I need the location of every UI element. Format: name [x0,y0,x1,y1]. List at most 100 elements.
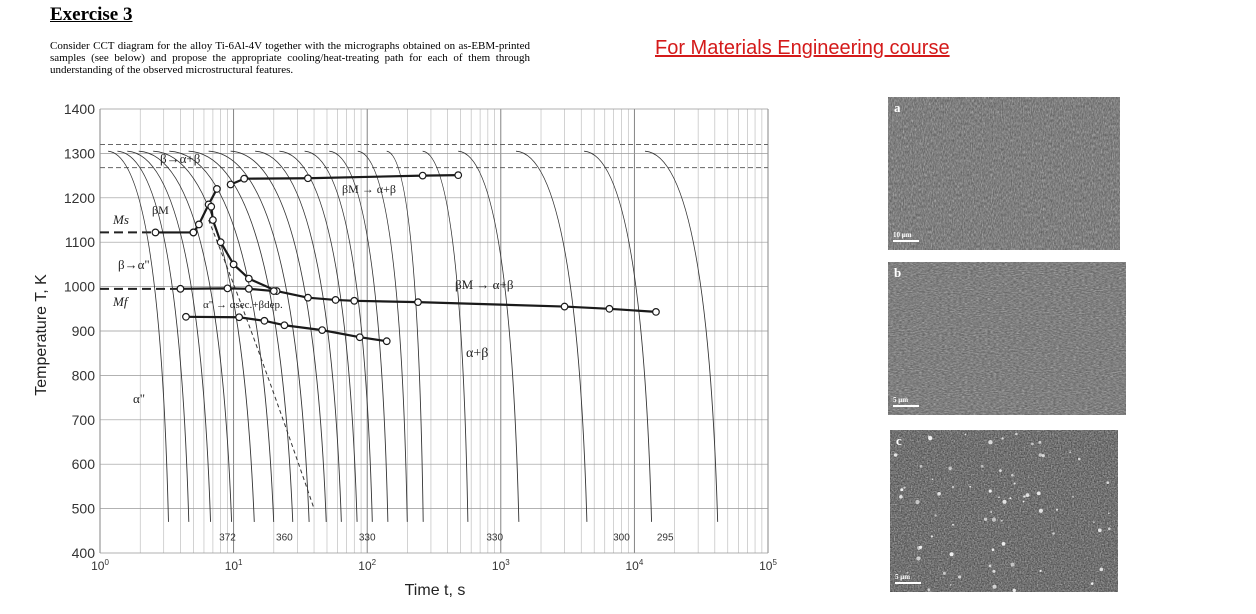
label-a2: α" [133,391,145,406]
x-tick-label: 100 [91,558,109,573]
data-point [304,174,312,183]
cooling-curve [329,150,389,522]
particle-speckle [1108,512,1110,515]
particle-speckle [928,436,933,441]
particle-speckle [1012,588,1016,592]
x-tick-label: 101 [225,558,243,573]
cooling-curve [127,150,211,522]
data-point [414,298,422,307]
cooling-curve [422,150,469,522]
micrograph-b-scale: 5 μm [893,396,919,407]
particle-speckle [1013,482,1016,485]
y-tick-label: 1000 [64,279,95,295]
data-points [151,171,660,346]
y-axis-label: Temperature T, K [33,274,50,396]
particle-speckle [1052,532,1055,535]
particle-speckle [1038,508,1043,513]
particle-speckle [1069,451,1072,454]
data-point [331,296,340,304]
label-bm: βM [152,203,169,217]
particle-speckle [893,453,898,457]
particle-speckle [990,511,992,513]
label-bm-f-to-ab: βM → α+β [455,277,514,292]
transformation-line [192,188,218,234]
micrograph-a: a 10 μm [888,97,1120,250]
particle-speckle [934,514,937,517]
particle-speckle [1023,495,1026,498]
data-point [652,308,660,316]
particle-speckle [988,440,993,445]
cooling-curve [117,150,190,522]
particle-speckle [991,517,997,522]
particle-speckle [992,569,996,573]
data-point [244,274,253,283]
particle-speckle [952,523,954,526]
particle-speckle [999,469,1002,472]
particle-speckle [1072,495,1074,498]
x-axis-label: Time t, s [405,582,466,599]
particle-speckle [983,517,988,521]
particle-speckle [988,564,992,568]
cooling-curve [208,150,310,522]
particle-speckle [951,485,955,489]
data-point [605,304,614,313]
cct-diagram: 1400 1300 1200 1100 1000 900 800 700 600 500 400 1… [33,101,777,599]
y-tick-label: 600 [72,456,96,472]
cooling-curve [304,150,373,522]
particle-speckle [950,584,952,586]
data-point [182,312,190,321]
micrograph-c-scale: 5 μm [895,573,921,584]
particle-speckle [1041,454,1045,458]
transformation-line [180,287,274,293]
particle-speckle [1078,457,1081,461]
micrograph-a-texture [888,97,1120,250]
particle-speckle [903,486,906,489]
cooling-curve [515,150,588,522]
x-tick-label: 103 [492,558,510,573]
cooling-rate-label: 372 [219,533,236,544]
cooling-curve [188,150,294,522]
cooling-curve [230,150,327,522]
particle-speckle [1108,527,1111,530]
particle-speckle [919,545,923,549]
particle-speckle [899,495,903,499]
data-point [280,321,289,330]
cooling-curve [108,150,169,522]
particle-speckle [919,464,923,468]
data-point [176,284,185,293]
particle-speckle [1010,562,1015,567]
data-point [260,316,269,325]
cooling-curve [169,150,275,522]
data-point [216,238,225,247]
exercise-title: Exercise 3 [50,4,133,25]
chart-grid [99,108,769,554]
particle-speckle [1030,442,1034,446]
exercise-intro: Consider CCT diagram for the alloy Ti-6A… [50,40,530,76]
particle-speckle [1022,500,1025,503]
micrograph-b: b 5 μm [888,262,1126,415]
y-tick-label: 700 [72,412,96,428]
particle-speckle [964,433,967,436]
cooling-rate-label: 330 [359,533,376,544]
particle-speckle [916,556,921,561]
label-mf: Mf [112,294,130,309]
particle-speckle [1038,453,1042,457]
data-point [269,287,278,295]
particle-speckle [1097,528,1102,533]
data-point [304,293,312,302]
cooling-curve [138,150,233,522]
label-ms: Ms [112,212,129,227]
particle-speckle [1015,432,1018,436]
data-point [226,180,235,189]
particle-speckle [1009,497,1012,500]
particle-speckle [1039,569,1042,572]
y-tick-label: 900 [72,323,96,339]
particle-speckle [900,488,904,492]
particle-speckle [992,584,997,589]
data-point [560,302,569,311]
micrograph-b-label: b [894,265,902,280]
data-point [189,228,198,237]
y-tick-label: 500 [72,501,96,517]
particle-speckle [1106,481,1110,484]
course-link[interactable]: For Materials Engineering course [655,37,950,59]
